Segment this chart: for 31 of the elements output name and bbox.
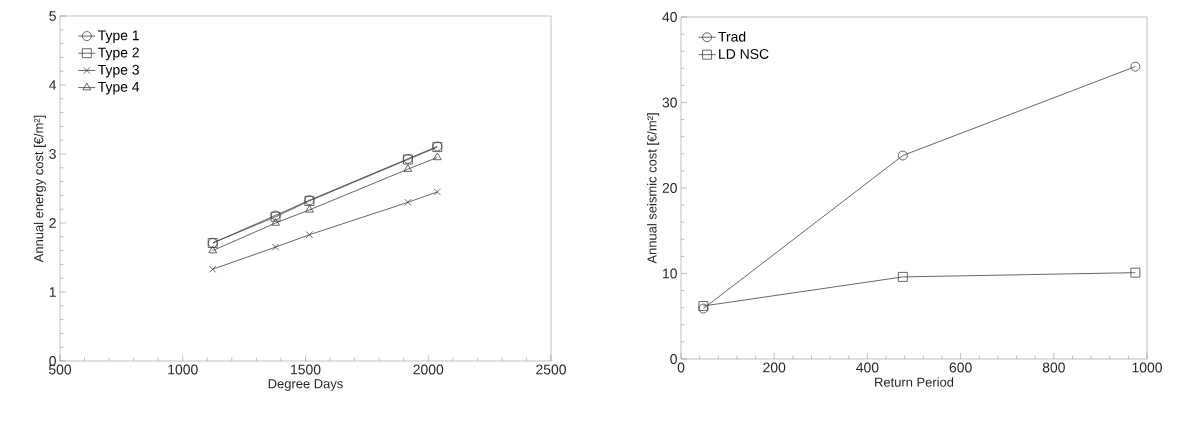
legend-label: LD NSC bbox=[719, 49, 769, 59]
x-tick-label: 400 bbox=[856, 362, 879, 373]
y-tick-label: 3 bbox=[49, 149, 56, 159]
x-axis-title: Degree Days bbox=[268, 379, 343, 391]
y-axis-title: Annual seismic cost [€/m²] bbox=[647, 113, 660, 264]
y-tick-label: 4 bbox=[49, 80, 57, 90]
y-tick-label: 1 bbox=[49, 287, 56, 297]
y-tick-label: 0 bbox=[670, 354, 677, 364]
y-axis-title: Annual energy cost [€/m²] bbox=[33, 115, 46, 263]
x-tick-label: 600 bbox=[949, 362, 972, 373]
y-tick-label: 5 bbox=[49, 11, 56, 21]
legend-label: Type 2 bbox=[98, 47, 139, 61]
legend-label: Type 1 bbox=[98, 30, 139, 44]
x-tick-label: 1000 bbox=[168, 364, 198, 375]
y-tick-label: 30 bbox=[662, 97, 677, 108]
x-tick-label: 200 bbox=[763, 362, 786, 373]
x-tick-label: 1500 bbox=[291, 364, 321, 375]
legend-label: Trad bbox=[718, 31, 746, 42]
y-tick-label: 10 bbox=[663, 268, 677, 279]
x-axis-title: Return Period bbox=[875, 377, 954, 387]
x-tick-label: 2500 bbox=[536, 364, 566, 375]
y-tick-label: 20 bbox=[662, 183, 677, 193]
x-tick-label: 800 bbox=[1042, 362, 1065, 373]
legend-label: Type 4 bbox=[98, 82, 140, 95]
y-tick-label: 2 bbox=[49, 218, 56, 228]
legend-label: Type 3 bbox=[98, 64, 139, 78]
x-tick-label: 0 bbox=[677, 362, 685, 373]
y-tick-label: 40 bbox=[662, 12, 677, 22]
x-tick-label: 1000 bbox=[1132, 362, 1162, 373]
x-tick-label: 500 bbox=[48, 364, 72, 375]
x-tick-label: 2000 bbox=[413, 364, 444, 375]
